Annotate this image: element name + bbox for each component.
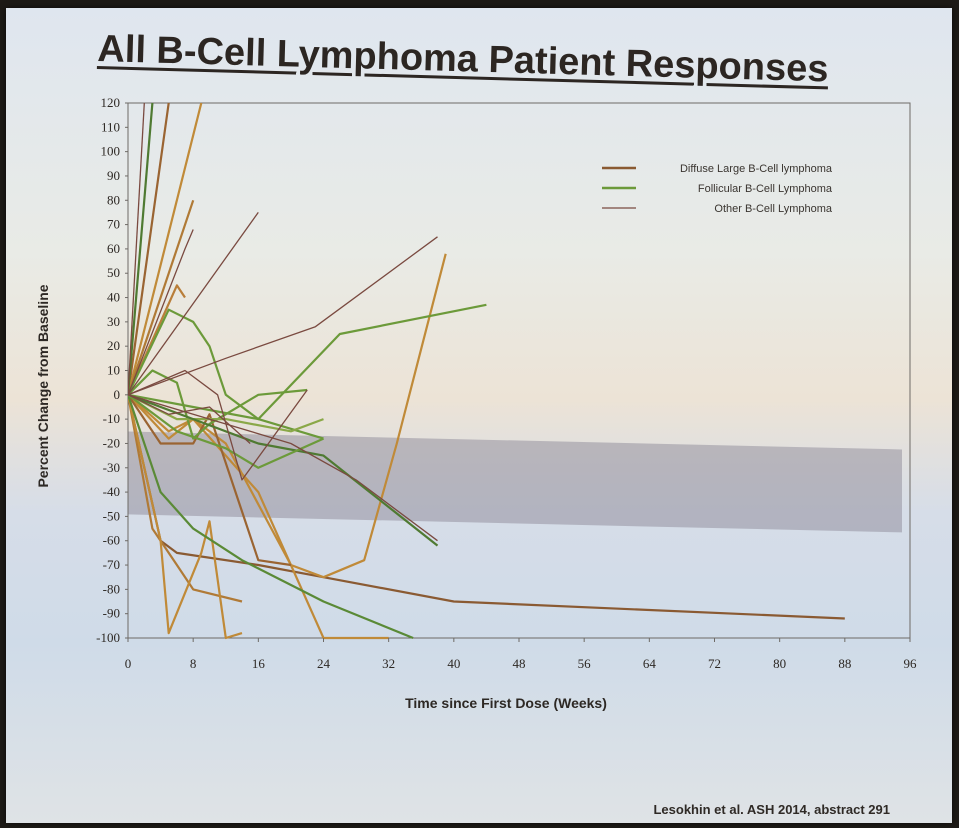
y-tick-label: -10 [103, 411, 120, 426]
series-line-16 [128, 393, 439, 547]
x-tick-label: 88 [838, 656, 851, 671]
y-tick-label: 20 [107, 338, 120, 353]
x-tick-label: 64 [643, 656, 657, 671]
legend-label-2: Follicular B-Cell Lymphoma [698, 183, 833, 195]
series-line-17 [128, 394, 414, 640]
y-tick-label: 0 [114, 387, 121, 402]
y-tick-label: -60 [103, 533, 120, 548]
series-line-8 [128, 394, 243, 603]
y-tick-label: 90 [107, 168, 120, 183]
y-tick-label: -50 [103, 508, 120, 523]
x-tick-label: 80 [773, 656, 786, 671]
legend-label-3: Other B-Cell Lymphoma [714, 203, 832, 215]
citation: Lesokhin et al. ASH 2014, abstract 291 [653, 802, 890, 817]
series-line-9 [128, 394, 243, 640]
series-line-10 [128, 394, 292, 567]
series-line-1 [128, 102, 170, 395]
series-line-23 [128, 369, 308, 481]
x-tick-label: 16 [252, 656, 266, 671]
x-tick-label: 8 [190, 656, 197, 671]
series-line-25 [128, 394, 438, 542]
series-line-13 [128, 303, 487, 421]
x-axis-title: Time since First Dose (Weeks) [405, 695, 607, 711]
y-tick-label: 120 [101, 95, 121, 110]
series-line-18 [128, 393, 324, 469]
y-tick-label: -70 [103, 557, 120, 572]
series-line-19 [128, 102, 145, 395]
series-line-14 [128, 369, 308, 440]
y-tick-label: 100 [101, 144, 121, 159]
y-tick-label: 110 [101, 119, 120, 134]
series-line-3 [128, 199, 195, 396]
y-tick-label: -40 [103, 484, 120, 499]
series-line-2 [128, 102, 203, 396]
x-tick-label: 56 [578, 656, 592, 671]
x-tick-label: 40 [447, 656, 460, 671]
series-line-7 [128, 253, 447, 579]
y-tick-label: 10 [107, 363, 120, 378]
x-tick-label: 24 [317, 656, 331, 671]
y-axis-title: Percent Change from Baseline [35, 284, 51, 487]
response-band [128, 431, 902, 533]
response-chart: 1201101009080706050403020100-10-20-30-40… [35, 95, 917, 711]
series-line-22 [128, 236, 438, 396]
y-tick-label: -90 [103, 606, 120, 621]
series-line-20 [128, 229, 194, 396]
y-tick-label: 80 [107, 192, 120, 207]
x-tick-label: 72 [708, 656, 721, 671]
x-tick-label: 32 [382, 656, 395, 671]
slide: All B-Cell Lymphoma Patient Responses 12… [6, 8, 952, 823]
y-tick-label: 30 [107, 314, 120, 329]
series-line-21 [128, 212, 259, 396]
legend-label-1: Diffuse Large B-Cell lymphoma [680, 163, 833, 175]
x-tick-label: 48 [513, 656, 526, 671]
y-tick-label: 40 [107, 290, 120, 305]
y-tick-label: -20 [103, 435, 120, 450]
y-tick-label: -80 [103, 581, 120, 596]
shaded-band [128, 431, 902, 533]
series-line-11 [128, 102, 154, 395]
tick-labels: 1201101009080706050403020100-10-20-30-40… [96, 95, 917, 671]
y-tick-label: 60 [107, 241, 120, 256]
y-tick-label: -100 [96, 630, 120, 645]
x-tick-label: 0 [125, 656, 132, 671]
legend: Diffuse Large B-Cell lymphoma Follicular … [602, 163, 833, 215]
y-tick-label: -30 [103, 460, 120, 475]
y-tick-label: 70 [107, 217, 120, 232]
series-lines [128, 102, 845, 640]
x-tick-label: 96 [904, 656, 918, 671]
y-tick-label: 50 [107, 265, 120, 280]
